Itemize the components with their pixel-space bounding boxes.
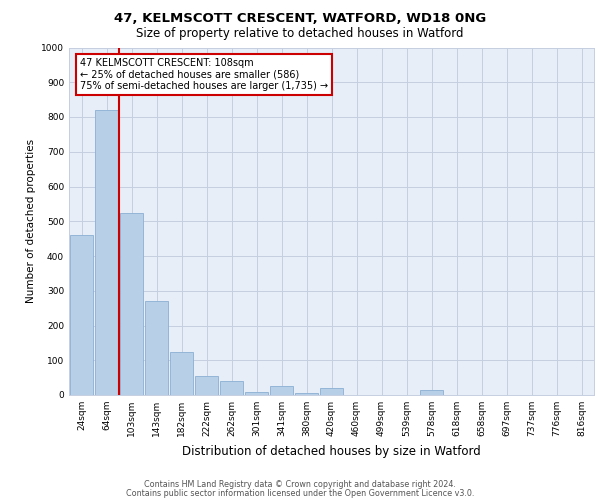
Text: 47 KELMSCOTT CRESCENT: 108sqm
← 25% of detached houses are smaller (586)
75% of : 47 KELMSCOTT CRESCENT: 108sqm ← 25% of d… (79, 58, 328, 91)
Text: Size of property relative to detached houses in Watford: Size of property relative to detached ho… (136, 28, 464, 40)
Bar (170, 352, 193, 395)
Bar (320, 388, 343, 395)
Bar (420, 390, 443, 395)
Bar (245, 392, 268, 395)
Bar (145, 301, 168, 395)
Text: 47, KELMSCOTT CRESCENT, WATFORD, WD18 0NG: 47, KELMSCOTT CRESCENT, WATFORD, WD18 0N… (114, 12, 486, 26)
Bar (220, 381, 243, 395)
Bar (195, 376, 218, 395)
Bar (120, 212, 143, 395)
Y-axis label: Number of detached properties: Number of detached properties (26, 139, 35, 304)
X-axis label: Distribution of detached houses by size in Watford: Distribution of detached houses by size … (182, 444, 481, 458)
Text: Contains HM Land Registry data © Crown copyright and database right 2024.: Contains HM Land Registry data © Crown c… (144, 480, 456, 489)
Text: Contains public sector information licensed under the Open Government Licence v3: Contains public sector information licen… (126, 488, 474, 498)
Bar (70, 235, 93, 395)
Bar (295, 394, 318, 395)
Bar (270, 386, 293, 395)
Bar (95, 110, 118, 395)
